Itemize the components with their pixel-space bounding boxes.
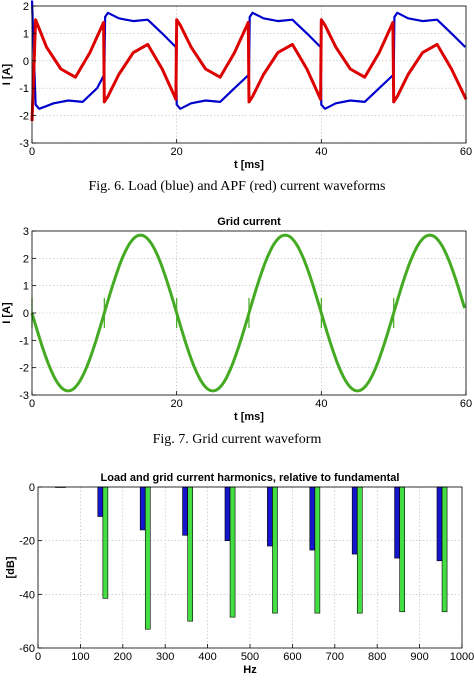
- x-tick-label: 40: [315, 146, 327, 158]
- y-tick-label: 2: [23, 1, 29, 13]
- x-tick-label: 500: [241, 651, 259, 663]
- load-harmonic-bar: [267, 486, 273, 547]
- x-tick-label: 60: [460, 398, 472, 410]
- y-tick-label: -20: [19, 536, 35, 548]
- load-harmonic-bar: [351, 486, 358, 555]
- y-axis-label: I [A]: [1, 302, 13, 324]
- grid-harmonic-bar: [441, 486, 448, 613]
- grid-harmonic-bar: [229, 486, 236, 618]
- x-tick-label: 60: [460, 146, 472, 158]
- load-harmonic-bar: [436, 486, 443, 562]
- y-tick-label: -3: [19, 138, 29, 150]
- x-tick-label: 300: [156, 651, 174, 663]
- y-axis-label: I [A]: [1, 63, 13, 85]
- x-tick-label: 600: [283, 651, 301, 663]
- load-harmonic-bar: [139, 486, 146, 531]
- y-tick-label: -60: [19, 643, 35, 655]
- y-tick-label: -3: [19, 390, 29, 402]
- load-apf-current-plot: 0 20 40 60 -3 -2 -1 0 1 2 t [ms] I [A]: [1, 0, 472, 171]
- load-harmonic-bar: [182, 486, 188, 536]
- grid-harmonic-bar: [399, 486, 405, 613]
- grid-harmonic-bar: [102, 486, 109, 599]
- harmonics-bar-plot: 0 100 200 300 400 500 600 700 800 900 1000 -60 -40 -2…: [5, 472, 474, 676]
- x-tick-label: 20: [171, 398, 183, 410]
- y-tick-label: 0: [29, 482, 35, 494]
- x-tick-label: 100: [71, 651, 89, 663]
- grid-harmonic-bar: [187, 486, 193, 622]
- load-harmonic-bar: [394, 486, 400, 559]
- x-tick-label: 0: [35, 651, 41, 663]
- y-tick-label: 1: [23, 28, 29, 40]
- plot-frame: [31, 5, 467, 144]
- grid-harmonic-bar: [144, 486, 151, 630]
- load-harmonic-bar: [309, 486, 316, 551]
- x-tick-label: 900: [410, 651, 428, 663]
- y-tick-label: 3: [23, 226, 29, 238]
- x-tick-label: 40: [315, 398, 327, 410]
- y-tick-label: 2: [23, 253, 29, 265]
- x-tick-label: 0: [29, 398, 35, 410]
- grid-harmonic-bar: [272, 486, 278, 614]
- y-tick-label: -1: [19, 83, 29, 95]
- x-axis-label: Hz: [243, 664, 257, 676]
- y-tick-label: 1: [23, 281, 29, 293]
- x-tick-label: 200: [114, 651, 132, 663]
- x-axis-label: t [ms]: [234, 159, 264, 171]
- chart-title: Load and grid current harmonics, relativ…: [101, 472, 400, 484]
- y-tick-label: -1: [19, 335, 29, 347]
- x-tick-label: 800: [368, 651, 386, 663]
- y-tick-label: -40: [19, 589, 35, 601]
- x-tick-label: 0: [29, 146, 35, 158]
- x-tick-label: 1000: [450, 651, 474, 663]
- apf-current-line: [30, 18, 468, 122]
- x-tick-label: 20: [171, 146, 183, 158]
- grid-current-plot: 0 20 40 60 -3 -2 -1 0 1 2 3 t [ms] I [A] Grid current: [1, 216, 472, 423]
- x-tick-label: 700: [326, 651, 344, 663]
- chart-title: Grid current: [217, 216, 281, 228]
- y-tick-label: 0: [23, 308, 29, 320]
- x-axis-label: t [ms]: [234, 411, 264, 423]
- y-axis-label: [dB]: [5, 556, 17, 578]
- x-tick-label: 400: [198, 651, 216, 663]
- y-tick-label: -2: [19, 111, 29, 123]
- fig6-caption: Fig. 6. Load (blue) and APF (red) curren…: [88, 179, 385, 194]
- y-tick-label: -2: [19, 363, 29, 375]
- y-tick-label: 0: [23, 56, 29, 68]
- fig7-caption: Fig. 7. Grid current waveform: [153, 432, 322, 447]
- grid-harmonic-bar: [356, 486, 363, 614]
- load-harmonic-bar: [97, 486, 104, 517]
- grid-harmonic-bar: [314, 486, 321, 614]
- load-harmonic-bar: [224, 486, 231, 541]
